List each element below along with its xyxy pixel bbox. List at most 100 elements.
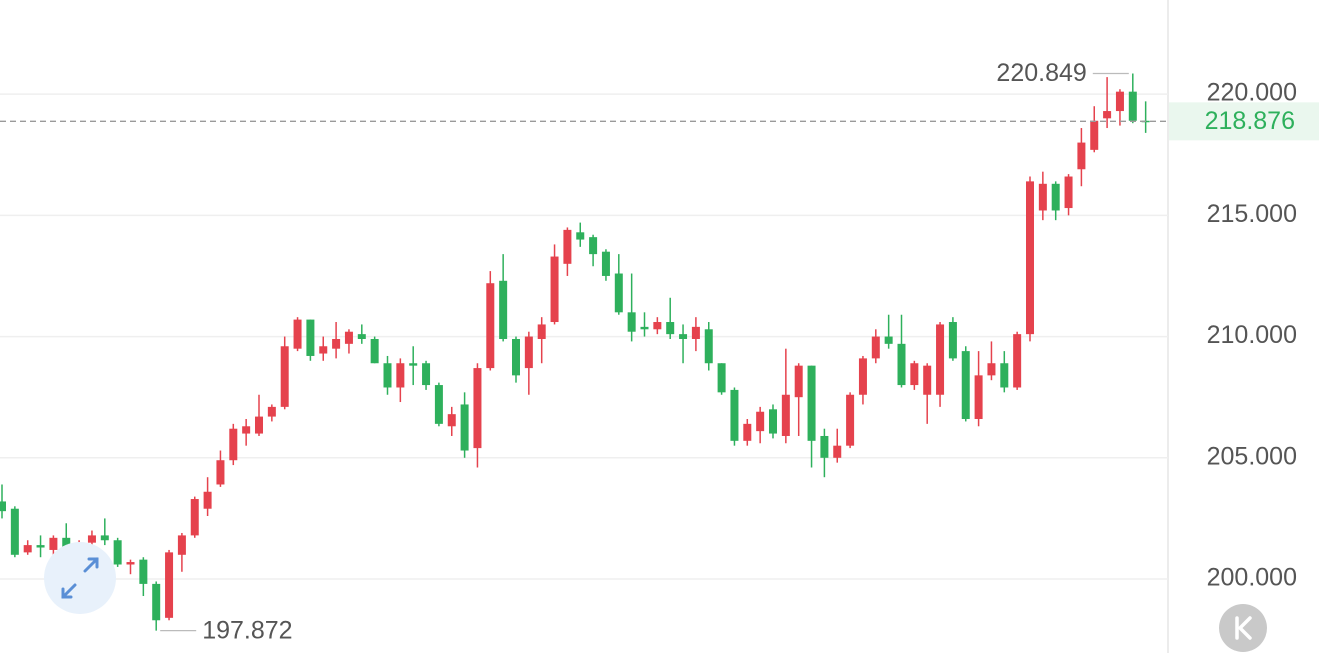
candle-body bbox=[781, 394, 790, 436]
candle-body bbox=[1090, 120, 1099, 150]
candle-body bbox=[1000, 363, 1009, 388]
candle-body bbox=[769, 409, 777, 434]
candle-body bbox=[255, 416, 263, 434]
candle-body bbox=[87, 535, 96, 543]
candle-body bbox=[319, 346, 328, 354]
candle-body bbox=[344, 331, 353, 344]
candle-body bbox=[794, 365, 803, 398]
candle-body bbox=[357, 334, 366, 339]
candle-body bbox=[190, 499, 199, 536]
candle-body bbox=[550, 256, 559, 323]
candle-body bbox=[1051, 183, 1060, 211]
candle-body bbox=[383, 363, 392, 388]
candle-body bbox=[332, 338, 341, 349]
candle-body bbox=[1128, 91, 1137, 121]
candle-body bbox=[267, 406, 276, 417]
candle-body bbox=[126, 562, 135, 565]
last-price-label: 218.876 bbox=[1205, 107, 1295, 135]
candle-body bbox=[987, 363, 996, 376]
candle-body bbox=[640, 326, 649, 330]
kline-icon bbox=[1235, 616, 1252, 640]
y-tick-label: 210.000 bbox=[1207, 321, 1297, 349]
candle-body bbox=[10, 508, 19, 555]
candles bbox=[0, 73, 1150, 631]
candle-body bbox=[961, 351, 970, 420]
candle-body bbox=[409, 363, 418, 366]
candle-body bbox=[422, 363, 431, 386]
candle-body bbox=[434, 385, 443, 424]
candle-body bbox=[100, 535, 109, 541]
candle-body bbox=[743, 423, 752, 441]
y-tick-label: 220.000 bbox=[1207, 79, 1297, 107]
candle-body bbox=[833, 445, 842, 458]
candle-body bbox=[807, 365, 816, 441]
candle-body bbox=[447, 414, 456, 427]
candle-body bbox=[1077, 142, 1086, 170]
candle-body bbox=[499, 280, 508, 339]
candle-body bbox=[704, 329, 713, 364]
last-price-box bbox=[1169, 102, 1319, 141]
candle-body bbox=[923, 365, 932, 395]
candle-body bbox=[884, 336, 893, 344]
candle-body bbox=[524, 336, 533, 369]
candle-body bbox=[280, 346, 289, 407]
candle-body bbox=[653, 322, 662, 330]
candle-body bbox=[537, 324, 546, 339]
candle-body bbox=[691, 326, 700, 339]
candle-body bbox=[23, 545, 32, 553]
candle-body bbox=[113, 540, 122, 565]
candle-body bbox=[589, 237, 598, 255]
candle-body bbox=[216, 460, 225, 485]
candle-body bbox=[1038, 183, 1047, 211]
candle-body bbox=[679, 334, 688, 339]
candle-body bbox=[486, 283, 495, 369]
candle-body bbox=[139, 559, 148, 584]
labels: 200.000 205.000 210.000 215.000 220.000218.8… bbox=[0, 59, 1319, 644]
candle-body bbox=[62, 537, 71, 550]
candle-body bbox=[460, 404, 469, 451]
candle-body bbox=[897, 343, 906, 386]
candle-body bbox=[152, 583, 161, 621]
candle-body bbox=[614, 273, 623, 313]
min-price-label: 197.872 bbox=[202, 616, 292, 644]
candle-body bbox=[293, 319, 302, 349]
expand-icon bbox=[61, 557, 99, 599]
candle-body bbox=[36, 545, 45, 548]
candle-body bbox=[717, 363, 726, 393]
candle-body bbox=[1103, 111, 1112, 119]
candle-body bbox=[1026, 181, 1034, 335]
candle-body bbox=[871, 336, 880, 359]
candle-body bbox=[627, 312, 636, 332]
candle-body bbox=[165, 552, 174, 618]
candle-body bbox=[576, 232, 585, 240]
candle-body bbox=[49, 537, 58, 550]
candle-body bbox=[512, 338, 520, 376]
candle-body bbox=[0, 501, 6, 512]
kline-button[interactable] bbox=[1219, 604, 1267, 652]
candle-body bbox=[396, 363, 405, 388]
expand-button-bg[interactable] bbox=[44, 542, 116, 614]
candle-body bbox=[666, 322, 675, 335]
candle-body bbox=[910, 363, 919, 386]
candle-body bbox=[820, 435, 829, 458]
kline-button-bg[interactable] bbox=[1219, 604, 1267, 652]
candle-body bbox=[601, 251, 610, 276]
candle-body bbox=[203, 491, 212, 509]
candle-body bbox=[1013, 334, 1022, 388]
grid bbox=[0, 93, 1168, 580]
candle-body bbox=[948, 322, 957, 359]
candle-body bbox=[242, 426, 251, 434]
expand-button[interactable] bbox=[44, 542, 116, 614]
max-price-label: 220.849 bbox=[996, 59, 1086, 87]
candle-body bbox=[974, 375, 983, 420]
candle-body bbox=[306, 319, 315, 356]
candle-body bbox=[563, 229, 572, 264]
candle-body bbox=[370, 338, 379, 364]
candle-body bbox=[473, 368, 482, 449]
candle-body bbox=[177, 535, 186, 555]
candle-body bbox=[858, 358, 867, 395]
y-tick-label: 200.000 bbox=[1207, 564, 1297, 592]
candle-body bbox=[229, 428, 238, 461]
